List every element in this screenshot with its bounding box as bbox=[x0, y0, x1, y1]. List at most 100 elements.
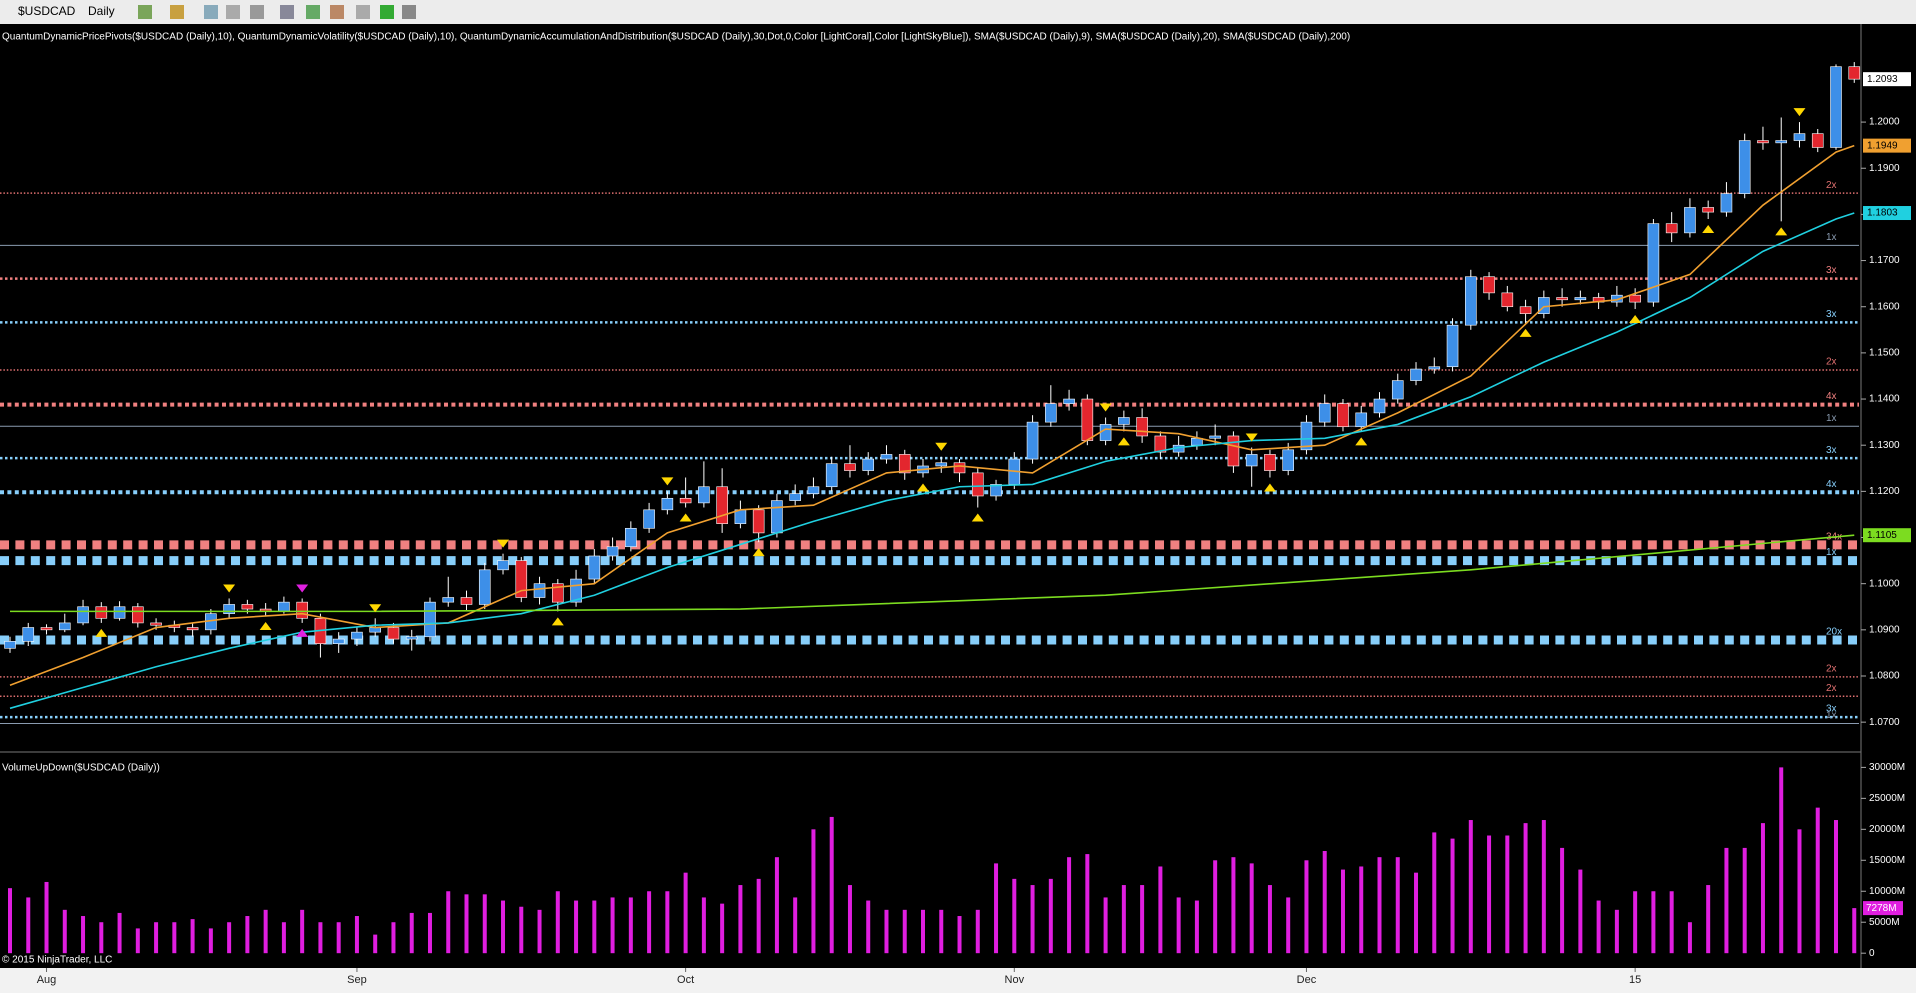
candle-body bbox=[1793, 133, 1806, 141]
sma-line bbox=[9, 144, 1855, 686]
candle-body bbox=[1154, 435, 1167, 453]
candle-body bbox=[935, 462, 948, 467]
volume-bar bbox=[391, 922, 396, 954]
candle-body bbox=[40, 627, 53, 631]
candle-body bbox=[1665, 223, 1678, 234]
y-tick-label: 30000M bbox=[1869, 762, 1905, 773]
candle-body bbox=[22, 627, 35, 642]
candle-body bbox=[752, 509, 765, 534]
candle-body bbox=[771, 500, 783, 534]
volume-bar bbox=[1834, 820, 1838, 954]
y-tick-label: 1.0900 bbox=[1869, 624, 1900, 635]
draw-button[interactable] bbox=[170, 5, 184, 19]
volume-bar bbox=[884, 909, 889, 954]
candle-body bbox=[1300, 421, 1313, 451]
data-box-button[interactable] bbox=[356, 5, 370, 19]
candle-body bbox=[1556, 297, 1568, 301]
y-tick-label: 1.0700 bbox=[1869, 717, 1900, 728]
volume-bar bbox=[1779, 767, 1784, 954]
volume-bar bbox=[245, 916, 250, 954]
volume-bar bbox=[774, 857, 779, 954]
candle-body bbox=[606, 546, 619, 557]
swing-marker bbox=[223, 584, 236, 593]
candle-body bbox=[351, 631, 363, 640]
symbol-selector[interactable]: $USDCAD bbox=[18, 4, 76, 18]
y-tick-label: 10000M bbox=[1869, 886, 1905, 897]
candle-body bbox=[1519, 306, 1532, 314]
pivot-label: 3x bbox=[1826, 704, 1837, 715]
candle-body bbox=[844, 463, 856, 471]
volume-bar bbox=[227, 922, 232, 954]
volume-bar bbox=[994, 863, 999, 954]
volume-bar bbox=[1614, 909, 1619, 954]
candle-body bbox=[825, 463, 838, 488]
volume-bar bbox=[281, 922, 286, 954]
pivot-label: 2x bbox=[1826, 664, 1837, 675]
volume-panel-legend: VolumeUpDown($USDCAD (Daily)) bbox=[2, 763, 160, 774]
candle-body bbox=[1848, 66, 1861, 80]
volume-bar bbox=[1432, 832, 1437, 954]
volume-bar bbox=[1487, 835, 1492, 954]
candle-body bbox=[1811, 133, 1824, 148]
sma-tag bbox=[1863, 528, 1911, 543]
volume-bar bbox=[501, 900, 506, 954]
y-tick-label: 1.1300 bbox=[1869, 440, 1900, 451]
volume-bar bbox=[354, 916, 359, 954]
swing-marker bbox=[369, 604, 382, 613]
volume-bar bbox=[99, 922, 104, 954]
swing-marker bbox=[296, 584, 309, 593]
candle-body bbox=[1702, 207, 1714, 213]
volume-bar bbox=[1395, 857, 1400, 954]
volume-bar bbox=[1030, 885, 1035, 954]
volume-bar bbox=[1304, 860, 1309, 954]
copyright: © 2015 NinjaTrader, LLC bbox=[2, 955, 112, 966]
candle-body bbox=[1830, 66, 1842, 148]
interval-selector[interactable]: Daily bbox=[88, 4, 115, 18]
indicator-button[interactable] bbox=[204, 5, 218, 19]
candle-body bbox=[1373, 398, 1386, 414]
candle-body bbox=[1410, 368, 1422, 381]
pivot-label: 1x bbox=[1826, 710, 1837, 721]
strategy-button[interactable] bbox=[226, 5, 240, 19]
last-price-label: 1.2093 bbox=[1867, 74, 1898, 85]
pivot-label: 20x bbox=[1826, 627, 1842, 638]
candle-body bbox=[862, 458, 875, 471]
volume-bar bbox=[793, 897, 798, 954]
volume-bar bbox=[1523, 823, 1528, 954]
volume-bar bbox=[446, 891, 451, 954]
pivot-label: 2x bbox=[1826, 683, 1837, 694]
pivot-label: 4x bbox=[1826, 479, 1837, 490]
candle-body bbox=[405, 636, 418, 640]
volume-bar bbox=[975, 909, 980, 954]
bar-type-button[interactable] bbox=[138, 5, 152, 19]
properties-button[interactable] bbox=[306, 5, 320, 19]
date-axis-strip bbox=[0, 968, 1916, 993]
candle-body bbox=[588, 555, 601, 580]
candle-body bbox=[898, 454, 911, 474]
template-button[interactable] bbox=[330, 5, 344, 19]
candle-body bbox=[150, 622, 162, 626]
volume-bar bbox=[154, 922, 159, 954]
window-button[interactable] bbox=[402, 5, 416, 19]
zoom-button[interactable] bbox=[280, 5, 294, 19]
volume-bar bbox=[647, 891, 652, 954]
pivot-label: 2x bbox=[1826, 180, 1837, 191]
volume-bar bbox=[519, 906, 524, 954]
volume-bar bbox=[610, 897, 615, 954]
x-tick-label: Dec bbox=[1297, 974, 1317, 986]
cursor-button[interactable] bbox=[250, 5, 264, 19]
volume-bar bbox=[318, 922, 323, 954]
swing-marker bbox=[1629, 315, 1642, 324]
swing-marker bbox=[1702, 225, 1715, 234]
volume-bar bbox=[1760, 823, 1765, 954]
volume-bar bbox=[701, 897, 706, 954]
y-tick-label: 1.1900 bbox=[1869, 163, 1900, 174]
volume-bar bbox=[902, 909, 907, 954]
swing-marker bbox=[1775, 227, 1788, 236]
y-tick-label: 5000M bbox=[1869, 917, 1900, 928]
candle-body bbox=[1337, 403, 1349, 428]
sma-tag-label: 1.1803 bbox=[1867, 208, 1898, 219]
order-button[interactable] bbox=[380, 5, 394, 19]
